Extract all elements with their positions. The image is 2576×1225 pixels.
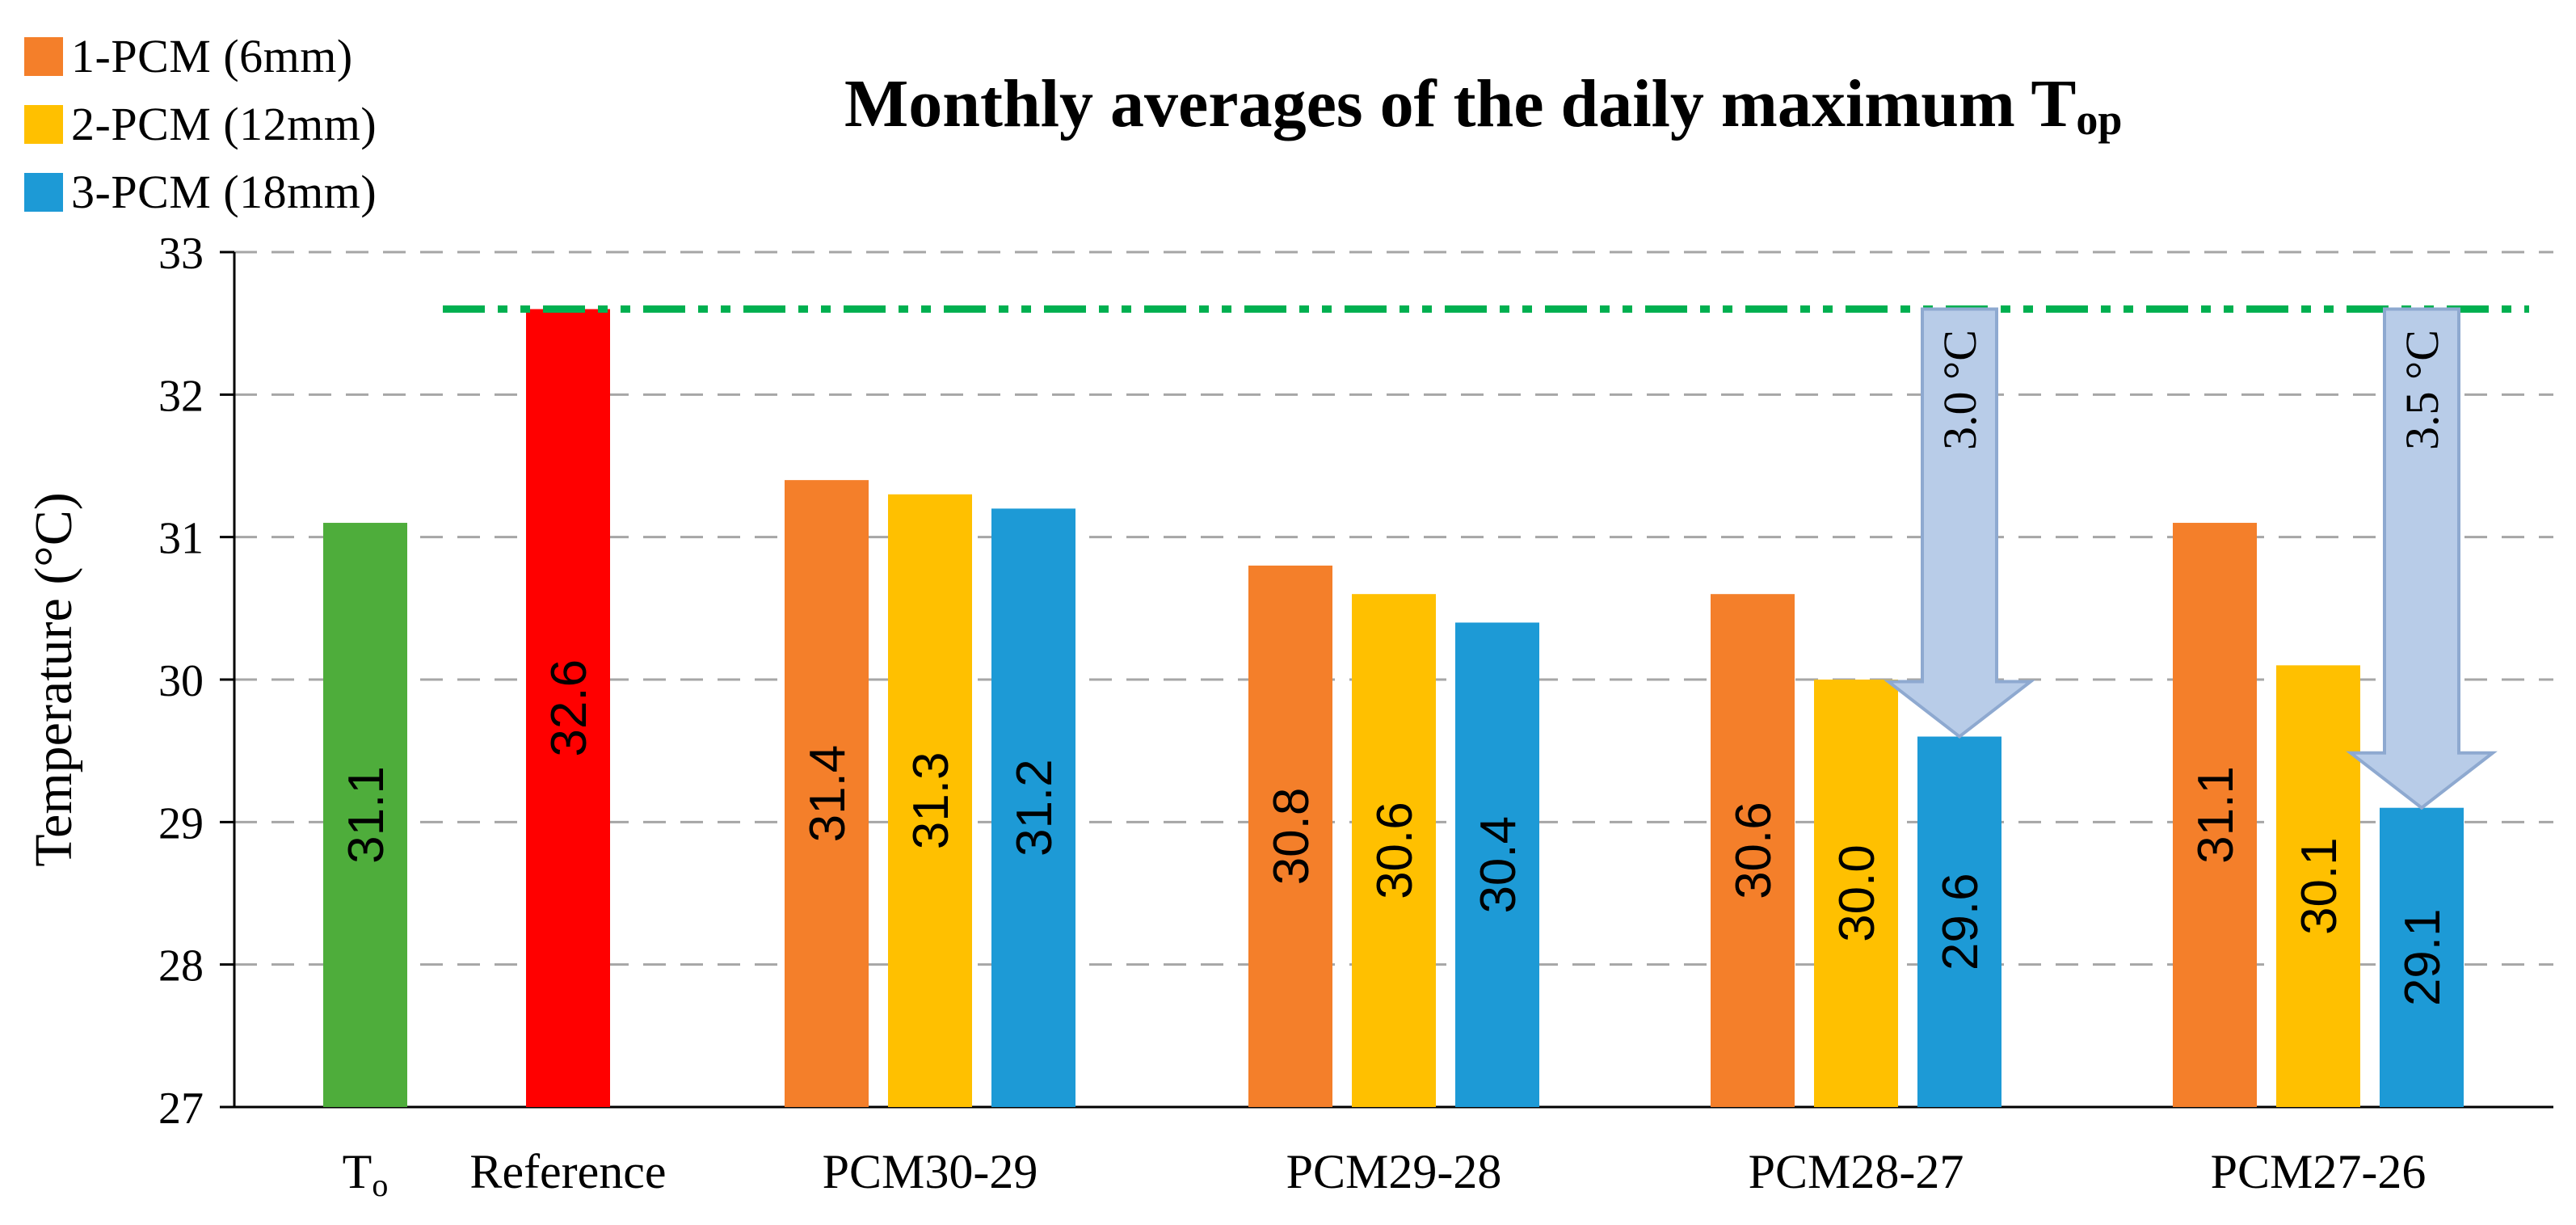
x-tick-label-1: Reference <box>469 1145 666 1198</box>
y-tick-label-33: 33 <box>158 229 204 279</box>
bar-g5-s1 <box>2276 665 2360 1107</box>
legend-label-2pcm: 2-PCM (12mm) <box>71 98 377 150</box>
legend-swatch-1pcm <box>24 37 63 76</box>
y-tick-label-30: 30 <box>158 656 204 706</box>
bar-g5-s2 <box>2380 807 2464 1107</box>
x-tick-label-5: PCM27-26 <box>2211 1145 2427 1198</box>
y-tick-label-32: 32 <box>158 371 204 421</box>
bar-g3-s0 <box>1248 565 1332 1107</box>
x-tick-label-4: PCM28-27 <box>1749 1145 1964 1198</box>
reduction-arrow-label-1: 3.5 °C <box>2396 330 2448 450</box>
bar-value-label-g2-s0: 31.4 <box>800 745 856 843</box>
bar-g2-s2 <box>991 508 1075 1107</box>
bar-g0-s0 <box>323 523 407 1107</box>
bar-g3-s2 <box>1455 622 1539 1107</box>
chart-title-text: Monthly averages of the daily maximum T <box>844 66 2077 141</box>
legend: 1-PCM (6mm) 2-PCM (12mm) 3-PCM (18mm) <box>24 29 377 233</box>
x-tick-label-0: To <box>343 1145 389 1203</box>
bar-value-label-g5-s1: 30.1 <box>2292 837 2347 935</box>
bar-value-label-g0-s0: 31.1 <box>339 766 394 864</box>
bar-g4-s1 <box>1814 680 1898 1107</box>
bar-g4-s0 <box>1711 594 1795 1107</box>
bar-value-label-g1-s0: 32.6 <box>541 659 597 757</box>
bar-g1-s0 <box>526 309 610 1107</box>
bar-value-label-g3-s2: 30.4 <box>1471 816 1526 914</box>
legend-swatch-2pcm <box>24 105 63 144</box>
legend-label-3pcm: 3-PCM (18mm) <box>71 166 377 218</box>
legend-item-2pcm: 2-PCM (12mm) <box>24 97 377 152</box>
bar-g2-s1 <box>888 494 972 1107</box>
reduction-arrow-1 <box>2346 307 2498 810</box>
bar-value-label-g4-s1: 30.0 <box>1829 844 1885 942</box>
legend-label-1pcm: 1-PCM (6mm) <box>71 30 353 82</box>
bar-value-label-g5-s0: 31.1 <box>2188 766 2244 864</box>
reduction-arrow-label-0: 3.0 °C <box>1934 330 1986 450</box>
bar-g4-s2 <box>1917 736 2001 1107</box>
legend-swatch-3pcm <box>24 173 63 212</box>
y-tick-label-28: 28 <box>158 941 204 991</box>
bar-value-label-g2-s1: 31.3 <box>903 752 959 850</box>
bar-g2-s0 <box>785 480 869 1107</box>
x-tick-label-2: PCM30-29 <box>823 1145 1038 1198</box>
x-tick-label-sub-0: o <box>372 1167 388 1203</box>
y-axis-label: Temperature (°C) <box>24 492 83 866</box>
bar-value-label-g4-s2: 29.6 <box>1933 873 1989 970</box>
bar-g3-s1 <box>1352 594 1436 1107</box>
bar-value-label-g3-s1: 30.6 <box>1367 802 1423 899</box>
chart-title-subscript: op <box>2076 95 2123 144</box>
bar-value-label-g4-s0: 30.6 <box>1726 802 1782 899</box>
reduction-arrow-0 <box>1884 307 2035 739</box>
chart-title: Monthly averages of the daily maximum To… <box>844 65 2122 145</box>
bar-g5-s0 <box>2173 523 2257 1107</box>
bar-value-label-g3-s0: 30.8 <box>1264 788 1320 886</box>
y-tick-label-27: 27 <box>158 1084 204 1134</box>
legend-item-1pcm: 1-PCM (6mm) <box>24 29 377 84</box>
y-tick-label-31: 31 <box>158 514 204 564</box>
bar-value-label-g2-s2: 31.2 <box>1007 759 1063 857</box>
legend-item-3pcm: 3-PCM (18mm) <box>24 165 377 220</box>
x-tick-label-3: PCM29-28 <box>1286 1145 1502 1198</box>
bar-value-label-g5-s2: 29.1 <box>2395 909 2451 1007</box>
y-tick-label-29: 29 <box>158 798 204 848</box>
